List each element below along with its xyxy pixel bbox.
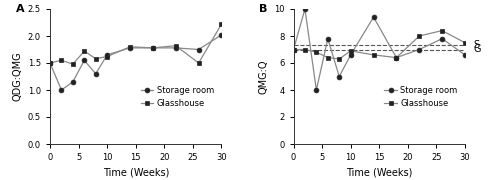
Line: Storage room: Storage room (291, 6, 468, 93)
Storage room (218, 34, 224, 36)
Storage room (173, 47, 179, 49)
Line: Glasshouse: Glasshouse (48, 22, 224, 67)
Glasshouse (127, 46, 133, 48)
Storage room (462, 54, 468, 56)
Glasshouse (173, 45, 179, 47)
Legend: Storage room, Glasshouse: Storage room, Glasshouse (138, 82, 218, 111)
Text: S: S (474, 40, 480, 50)
Y-axis label: QMG:Q: QMG:Q (258, 59, 268, 94)
Storage room (325, 38, 331, 40)
Storage room (58, 89, 64, 91)
Glasshouse (348, 50, 354, 52)
Storage room (439, 38, 445, 40)
Storage room (370, 16, 376, 18)
Text: G: G (474, 44, 481, 55)
Glasshouse (218, 23, 224, 25)
Storage room (196, 48, 202, 51)
Glasshouse (92, 58, 98, 60)
Glasshouse (196, 62, 202, 64)
Glasshouse (58, 59, 64, 61)
Line: Glasshouse: Glasshouse (291, 28, 468, 61)
Glasshouse (416, 35, 422, 37)
Storage room (336, 75, 342, 78)
Glasshouse (462, 42, 468, 44)
Glasshouse (314, 51, 320, 53)
Glasshouse (47, 62, 53, 64)
Storage room (416, 48, 422, 51)
Legend: Storage room, Glasshouse: Storage room, Glasshouse (381, 82, 461, 111)
Text: B: B (259, 4, 268, 14)
Storage room (127, 47, 133, 49)
Glasshouse (290, 48, 296, 51)
Line: Storage room: Storage room (48, 32, 224, 93)
Storage room (302, 8, 308, 10)
Storage room (104, 54, 110, 56)
Storage room (290, 48, 296, 51)
Glasshouse (370, 54, 376, 56)
Storage room (314, 89, 320, 91)
Glasshouse (336, 58, 342, 60)
Glasshouse (150, 47, 156, 49)
Y-axis label: QDG:QMG: QDG:QMG (12, 52, 22, 101)
Storage room (394, 57, 400, 59)
Storage room (348, 54, 354, 56)
Storage room (150, 47, 156, 49)
Glasshouse (302, 48, 308, 51)
Storage room (70, 81, 76, 83)
Glasshouse (104, 55, 110, 58)
Glasshouse (439, 30, 445, 32)
Glasshouse (82, 50, 87, 52)
Storage room (47, 62, 53, 64)
Text: A: A (16, 4, 24, 14)
Glasshouse (70, 63, 76, 65)
Storage room (92, 73, 98, 75)
X-axis label: Time (Weeks): Time (Weeks) (346, 168, 412, 178)
Glasshouse (325, 57, 331, 59)
X-axis label: Time (Weeks): Time (Weeks) (102, 168, 169, 178)
Storage room (82, 59, 87, 61)
Glasshouse (394, 57, 400, 59)
